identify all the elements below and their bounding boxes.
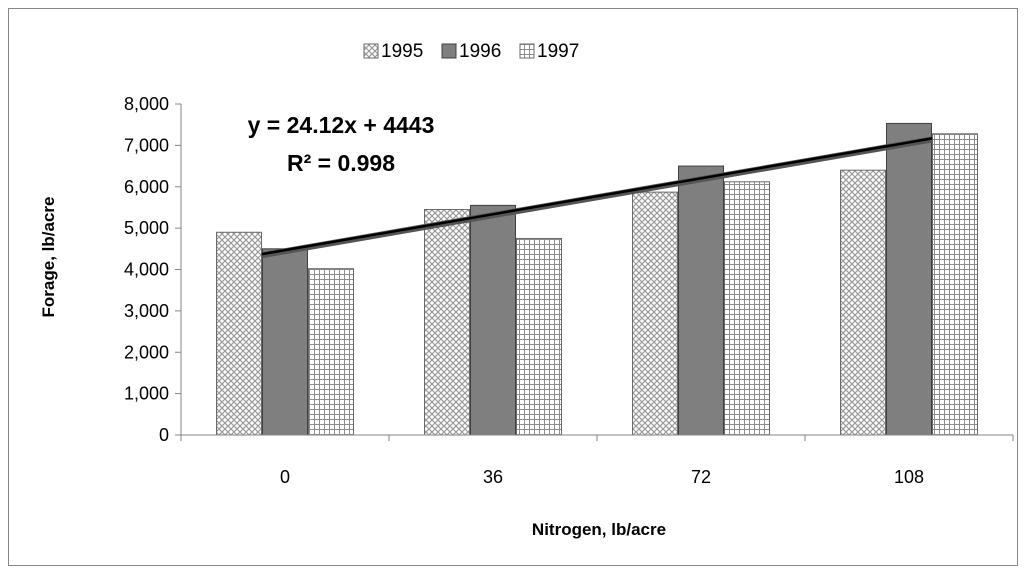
bar-1996-108 bbox=[886, 122, 932, 436]
x-axis-ticks: 0 36 72 108 bbox=[180, 435, 1014, 487]
y-tick-label: 8,000 bbox=[124, 94, 169, 114]
legend-swatch-1997 bbox=[519, 43, 535, 59]
x-tick-label: 36 bbox=[483, 467, 503, 487]
y-tick-label: 0 bbox=[159, 425, 169, 445]
bars bbox=[216, 122, 978, 436]
trendline-group bbox=[261, 136, 933, 259]
y-tick-label: 7,000 bbox=[124, 135, 169, 155]
y-tick-label: 5,000 bbox=[124, 218, 169, 238]
legend-item-1995: 1995 bbox=[363, 41, 423, 62]
y-tick-label: 6,000 bbox=[124, 177, 169, 197]
bar-1995-36 bbox=[424, 209, 470, 436]
y-tick-label: 4,000 bbox=[124, 260, 169, 280]
chart-frame: 1995 1996 1997 0 1,000 2,000 3,000 4,000 5,00… bbox=[8, 8, 1018, 566]
axes bbox=[180, 104, 1013, 436]
legend-swatch-1995 bbox=[363, 43, 379, 59]
bar-1996-36 bbox=[470, 204, 516, 436]
bar-1995-72 bbox=[632, 191, 678, 436]
bar-1997-108 bbox=[932, 133, 978, 436]
y-tick-label: 3,000 bbox=[124, 301, 169, 321]
bar-1996-72 bbox=[678, 165, 724, 436]
y-tick-label: 2,000 bbox=[124, 342, 169, 362]
chart-canvas: 1995 1996 1997 0 1,000 2,000 3,000 4,000 5,00… bbox=[39, 41, 1014, 539]
y-axis-ticks: 0 1,000 2,000 3,000 4,000 5,000 6,000 7,000 8,00… bbox=[124, 94, 181, 445]
y-axis-title: Forage, lb/acre bbox=[39, 197, 58, 318]
bar-1995-108 bbox=[840, 169, 886, 436]
x-tick-label: 108 bbox=[894, 467, 924, 487]
legend-item-1996: 1996 bbox=[441, 41, 501, 62]
trendline bbox=[261, 137, 933, 256]
legend-label-1997: 1997 bbox=[537, 41, 579, 62]
bar-1997-36 bbox=[516, 237, 562, 436]
bar-1996-0 bbox=[262, 248, 308, 436]
bar-1995-0 bbox=[216, 231, 262, 436]
x-tick-label: 0 bbox=[280, 467, 290, 487]
x-axis-title: Nitrogen, lb/acre bbox=[532, 520, 666, 539]
legend: 1995 1996 1997 bbox=[363, 41, 579, 62]
y-tick-label: 1,000 bbox=[124, 384, 169, 404]
bar-1997-72 bbox=[724, 181, 770, 436]
trendline-equation: y = 24.12x + 4443 bbox=[248, 112, 435, 138]
trendline-r2: R² = 0.998 bbox=[287, 150, 395, 176]
legend-swatch-1996 bbox=[441, 43, 457, 59]
bar-1997-0 bbox=[308, 268, 354, 436]
x-tick-label: 72 bbox=[691, 467, 711, 487]
legend-label-1995: 1995 bbox=[381, 41, 423, 62]
legend-label-1996: 1996 bbox=[459, 41, 501, 62]
legend-item-1997: 1997 bbox=[519, 41, 579, 62]
